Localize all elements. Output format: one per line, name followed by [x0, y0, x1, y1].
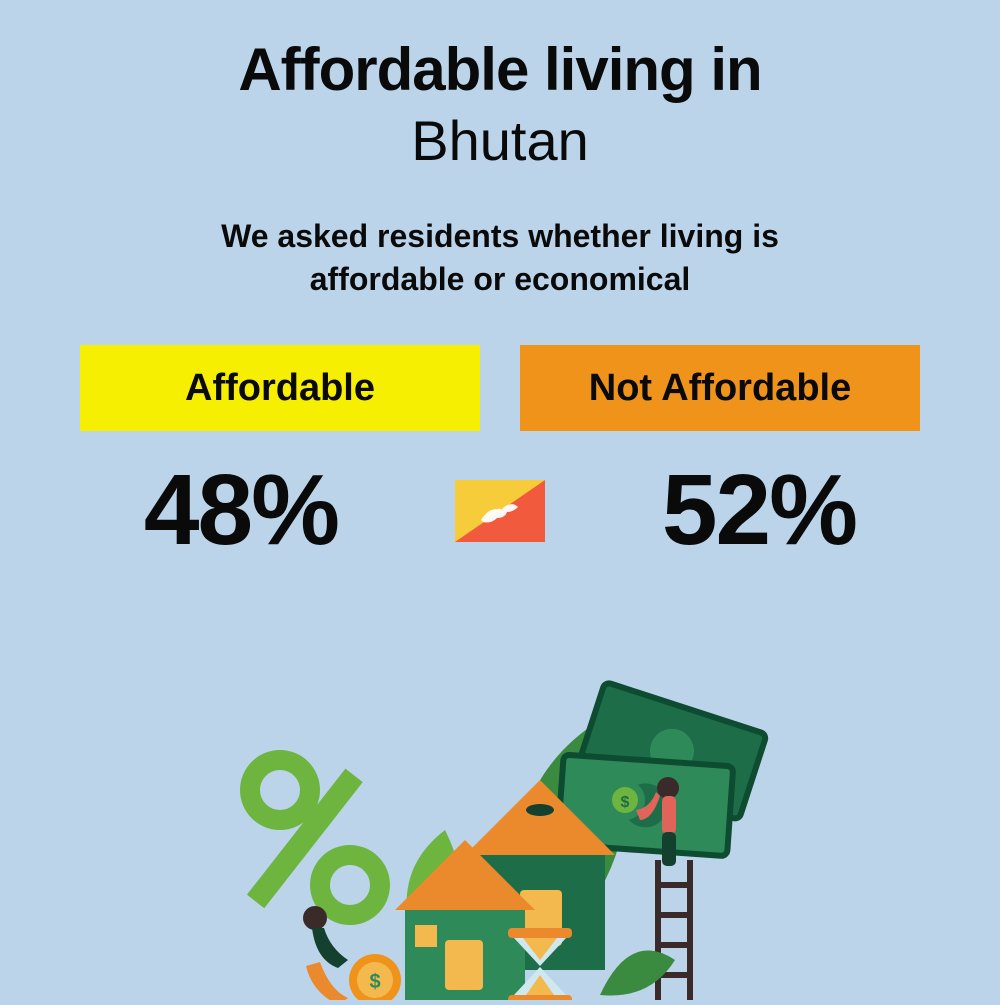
subtitle: We asked residents whether living is aff… — [0, 215, 1000, 301]
percent-sign-icon — [247, 760, 380, 915]
badges-row: Affordable Not Affordable — [0, 345, 1000, 431]
subtitle-line1: We asked residents whether living is — [221, 218, 779, 254]
percents-row: 48% 52% — [0, 453, 1000, 568]
percent-not-affordable: 52% — [579, 453, 939, 568]
illustration: $ $ — [220, 660, 780, 1000]
badge-affordable: Affordable — [80, 345, 480, 431]
flag-icon — [455, 480, 545, 542]
ladder-icon — [658, 860, 690, 1000]
subtitle-line2: affordable or economical — [310, 261, 691, 297]
svg-text:$: $ — [369, 971, 380, 993]
svg-text:$: $ — [621, 794, 630, 811]
percent-affordable: 48% — [61, 453, 421, 568]
title-line1: Affordable living in — [0, 35, 1000, 104]
badge-not-affordable: Not Affordable — [520, 345, 920, 431]
title-line2: Bhutan — [0, 108, 1000, 173]
leaf-small-right — [600, 951, 675, 996]
